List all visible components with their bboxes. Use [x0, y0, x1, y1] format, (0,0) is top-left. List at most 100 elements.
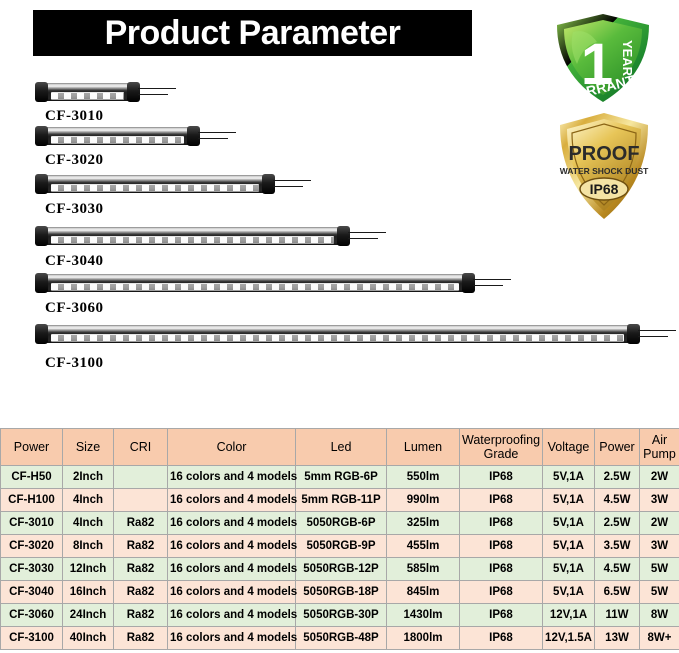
lamp-body: [41, 274, 469, 292]
product-image-cf-3030: [35, 174, 311, 194]
lamp-lens: [51, 236, 334, 244]
table-cell: 2W: [639, 465, 679, 489]
table-cell: CF-3060: [0, 603, 63, 627]
lamp-end-cap-right: [262, 174, 275, 194]
product-image-cf-3010: [35, 82, 176, 102]
table-row: CF-3060 24Inch Ra82 16 colors and 4 models 5…: [0, 603, 679, 627]
column-header-size: Size: [62, 428, 114, 466]
table-cell: 5mm RGB-11P: [295, 488, 387, 512]
product-image-cf-3020: [35, 126, 236, 146]
table-cell: IP68: [459, 626, 543, 650]
proof-subtitle-text: WATER SHOCK DUST: [560, 166, 649, 176]
table-cell: Ra82: [113, 580, 168, 604]
table-row: CF-3020 8Inch Ra82 16 colors and 4 models 50…: [0, 534, 679, 558]
table-cell: 5mm RGB-6P: [295, 465, 387, 489]
table-cell: IP68: [459, 580, 543, 604]
lamp-led-strip: [51, 237, 334, 243]
product-image-cf-3100: [35, 324, 676, 344]
table-cell: 16Inch: [62, 580, 114, 604]
lamp-wire: [198, 138, 228, 139]
column-header-color: Color: [167, 428, 296, 466]
product-image-cf-3060: [35, 273, 511, 293]
product-label-cf-3020: CF-3020: [45, 152, 104, 168]
lamp-end-cap-right: [627, 324, 640, 344]
table-cell: 325lm: [386, 511, 460, 535]
lamp-led-strip: [51, 284, 459, 290]
lamp-end-cap-left: [35, 226, 48, 246]
product-label-cf-3060: CF-3060: [45, 300, 104, 316]
lamp-led-strip: [51, 185, 259, 191]
table-cell: 5V,1A: [542, 488, 595, 512]
column-header-lumen: Lumen: [386, 428, 460, 466]
lamp-end-cap-left: [35, 126, 48, 146]
table-cell: 16 colors and 4 models: [167, 488, 297, 512]
table-cell: 4Inch: [62, 488, 114, 512]
lamp-wire: [138, 94, 168, 95]
lamp-wire: [638, 330, 676, 331]
table-cell: 16 colors and 4 models: [167, 557, 297, 581]
lamp-end-cap-left: [35, 324, 48, 344]
table-cell: IP68: [459, 465, 543, 489]
column-header-voltage: Voltage: [542, 428, 595, 466]
table-cell: 16 colors and 4 models: [167, 511, 297, 535]
table-cell: 8W+: [639, 626, 679, 650]
product-label-cf-3030: CF-3030: [45, 201, 104, 217]
lamp-end-cap-left: [35, 174, 48, 194]
table-cell: CF-3020: [0, 534, 63, 558]
table-cell: 990lm: [386, 488, 460, 512]
table-row: CF-3030 12Inch Ra82 16 colors and 4 models 5…: [0, 557, 679, 581]
table-cell: 8Inch: [62, 534, 114, 558]
table-cell: 5050RGB-48P: [295, 626, 387, 650]
lamp-end-cap-right: [187, 126, 200, 146]
table-cell: CF-H100: [0, 488, 63, 512]
column-header-air-pump: Air Pump: [639, 428, 679, 466]
table-body: CF-H50 2Inch 16 colors and 4 models 5mm RGB…: [0, 465, 679, 650]
table-cell: IP68: [459, 488, 543, 512]
lamp-wire: [638, 336, 668, 337]
table-cell: 16 colors and 4 models: [167, 603, 297, 627]
lamp-lens: [51, 283, 459, 291]
table-cell: 550lm: [386, 465, 460, 489]
table-cell: 8W: [639, 603, 679, 627]
lamp-wire: [473, 279, 511, 280]
table-cell: 3W: [639, 534, 679, 558]
column-header-cri: CRI: [113, 428, 168, 466]
product-label-cf-3100: CF-3100: [45, 355, 104, 371]
lamp-lens: [51, 92, 124, 100]
lamp-lens: [51, 334, 624, 342]
column-header-power: Power: [0, 428, 63, 466]
column-header-waterproofing-grade: Waterproofing Grade: [459, 428, 543, 466]
ip68-proof-badge: PROOF WATER SHOCK DUST IP68: [556, 110, 652, 222]
lamp-body: [41, 227, 344, 245]
lamp-body: [41, 325, 634, 343]
column-header-power: Power: [594, 428, 640, 466]
table-cell: 2Inch: [62, 465, 114, 489]
table-cell: CF-3100: [0, 626, 63, 650]
lamp-wire: [198, 132, 236, 133]
table-cell: 16 colors and 4 models: [167, 626, 297, 650]
table-cell: 11W: [594, 603, 640, 627]
lamp-lens: [51, 184, 259, 192]
table-cell: [113, 465, 168, 489]
table-cell: 845lm: [386, 580, 460, 604]
proof-shield-icon: PROOF WATER SHOCK DUST IP68: [560, 113, 649, 219]
lamp-led-strip: [51, 137, 184, 143]
table-cell: 5050RGB-6P: [295, 511, 387, 535]
table-cell: 4Inch: [62, 511, 114, 535]
table-cell: 5V,1A: [542, 511, 595, 535]
badge-stack: 1 YEAR WARRANTY: [540, 12, 679, 227]
table-cell: [113, 488, 168, 512]
table-cell: Ra82: [113, 557, 168, 581]
table-cell: 16 colors and 4 models: [167, 580, 297, 604]
table-header-row: Power Size CRI Color Led Lumen Waterproofing G…: [0, 428, 679, 466]
lamp-end-cap-right: [337, 226, 350, 246]
table-row: CF-H50 2Inch 16 colors and 4 models 5mm RGB…: [0, 465, 679, 489]
table-cell: 13W: [594, 626, 640, 650]
table-cell: 585lm: [386, 557, 460, 581]
table-cell: 5050RGB-12P: [295, 557, 387, 581]
table-cell: CF-H50: [0, 465, 63, 489]
table-cell: 3.5W: [594, 534, 640, 558]
lamp-end-cap-left: [35, 273, 48, 293]
table-cell: Ra82: [113, 534, 168, 558]
lamp-lens: [51, 136, 184, 144]
